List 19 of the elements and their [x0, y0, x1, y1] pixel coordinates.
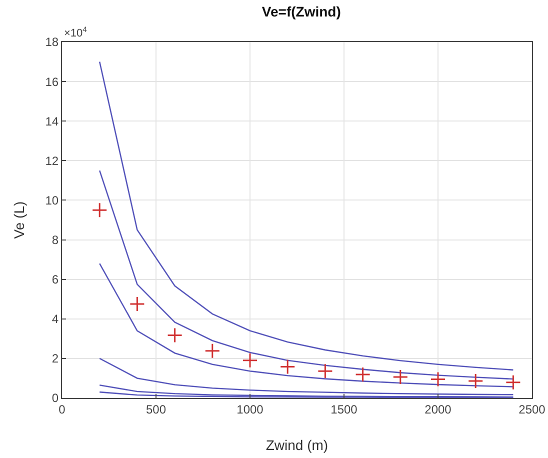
- chart-title: Ve=f(Zwind): [262, 4, 341, 20]
- y-tick-label: 4: [52, 312, 59, 326]
- x-tick-label: 500: [146, 402, 166, 416]
- y-tick-label: 2: [52, 352, 59, 366]
- y-tick-label: 10: [45, 193, 59, 208]
- x-tick-label: 2500: [518, 402, 546, 416]
- y-tick-label: 14: [45, 114, 59, 128]
- x-tick-label: 1000: [236, 402, 264, 416]
- y-tick-label: 0: [52, 391, 59, 406]
- y-tick-label: 8: [52, 232, 59, 247]
- text: ×10$^{4}$: [64, 25, 88, 40]
- x-axis-title: Zwind (m): [266, 437, 328, 453]
- y-tick-label: 12: [45, 154, 59, 168]
- y-tick-label: 6: [52, 272, 59, 287]
- y-tick-label: 18: [45, 35, 59, 50]
- x-tick-label: 1500: [330, 402, 358, 416]
- x-tick-label: 2000: [424, 402, 452, 416]
- y-axis-title: Ve (L): [11, 201, 27, 239]
- y-tick-label: 16: [45, 74, 59, 89]
